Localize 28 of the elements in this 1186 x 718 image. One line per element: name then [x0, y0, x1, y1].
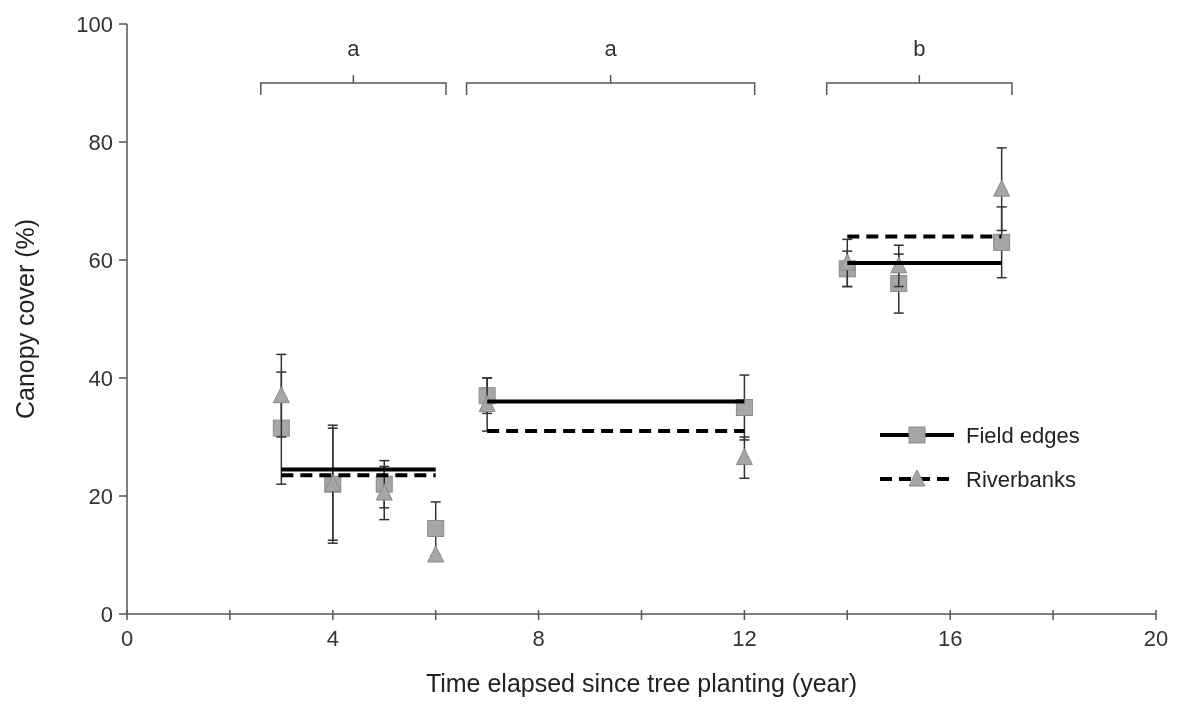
point [993, 179, 1011, 197]
point [272, 419, 290, 437]
y-axis-title: Canopy cover (%) [11, 218, 39, 420]
point [993, 233, 1011, 251]
legend-label: Field edges [966, 423, 1080, 448]
annotation: b [913, 36, 926, 61]
x-tick-label: 12 [732, 626, 757, 651]
x-tick-label: 8 [532, 626, 545, 651]
x-tick-label: 20 [1143, 626, 1169, 651]
y-tick-label: 0 [100, 602, 113, 627]
x-axis-title: Time elapsed since tree planting (year) [425, 669, 858, 697]
point [272, 386, 290, 404]
point [375, 483, 393, 501]
y-tick-label: 100 [76, 12, 113, 37]
x-tick-label: 4 [326, 626, 339, 651]
y-tick-label: 80 [88, 130, 113, 155]
x-tick-label: 0 [120, 626, 134, 651]
point [735, 448, 753, 466]
point [427, 545, 445, 563]
annotation: a [347, 36, 361, 61]
annotation: a [604, 36, 618, 61]
x-tick-label: 16 [937, 626, 963, 651]
y-tick-label: 20 [88, 484, 113, 509]
y-tick-label: 60 [88, 248, 113, 273]
y-tick-label: 40 [88, 366, 113, 391]
legend-label: Riverbanks [966, 467, 1077, 492]
point [427, 519, 445, 537]
point [478, 395, 496, 413]
